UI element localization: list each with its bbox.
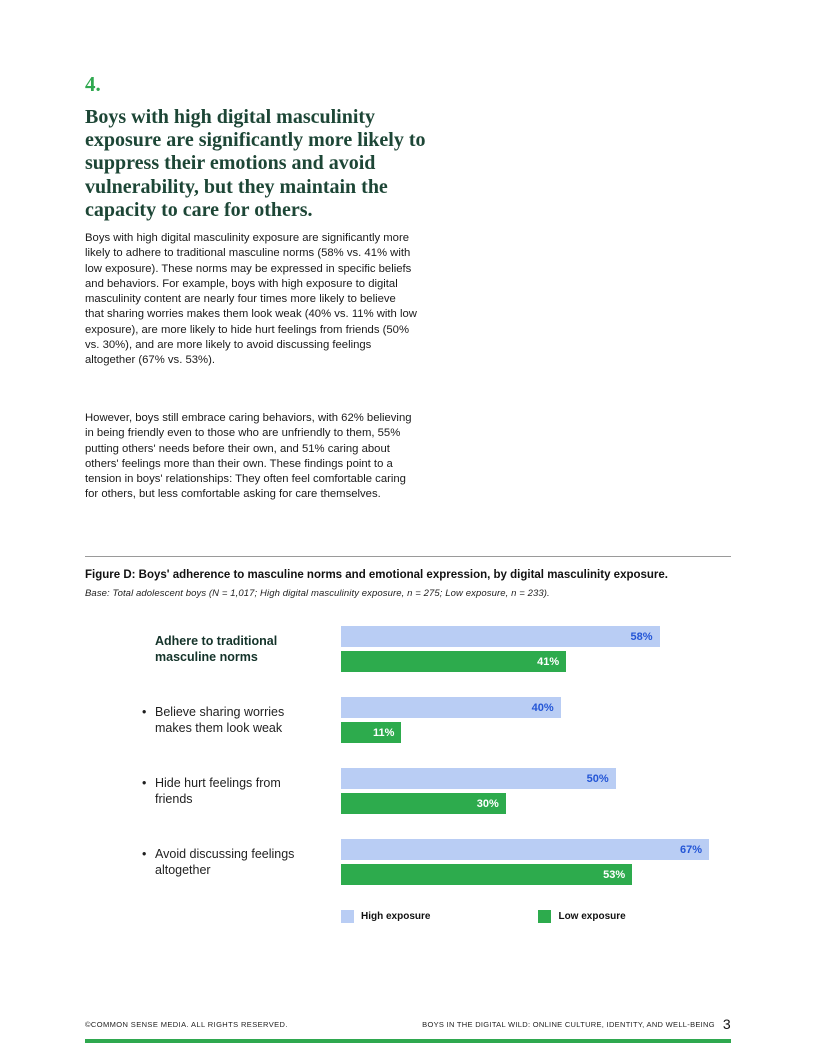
bar-group: 67% 53%: [341, 839, 731, 885]
legend-label: High exposure: [361, 911, 431, 922]
chart-row: • Avoid discussing feelings altogether 67%…: [85, 839, 731, 885]
legend-swatch: [538, 910, 552, 923]
bar-high-exposure: 40%: [341, 697, 561, 718]
bar-value-label: 67%: [679, 843, 703, 856]
body-paragraph-1: Boys with high digital masculinity expos…: [85, 232, 417, 367]
footer-right: BOYS IN THE DIGITAL WILD: ONLINE CULTURE…: [422, 1016, 731, 1032]
bullet-icon: •: [142, 776, 147, 790]
bar-low-exposure: 53%: [341, 864, 633, 885]
category-label-text: Hide hurt feelings from friends: [155, 776, 281, 806]
legend-label: Low exposure: [558, 911, 626, 922]
section-heading: Boys with high digital masculinity expos…: [85, 106, 426, 221]
bullet-icon: •: [142, 847, 147, 861]
section-number: 4.: [85, 72, 101, 96]
bar-value-label: 30%: [476, 797, 499, 810]
bar-high-exposure: 67%: [341, 839, 710, 860]
category-label: • Hide hurt feelings from friends: [85, 775, 341, 807]
footer-report-title: BOYS IN THE DIGITAL WILD: ONLINE CULTURE…: [422, 1019, 715, 1029]
bottom-green-rule: [85, 1039, 731, 1043]
bar-group: 50% 30%: [341, 768, 731, 814]
legend-swatch: [341, 910, 354, 923]
bar-value-label: 41%: [537, 655, 560, 668]
figure-d-chart: Adhere to traditional masculine norms 58%…: [85, 626, 731, 923]
bar-value-label: 40%: [531, 701, 554, 714]
category-label: Adhere to traditional masculine norms: [85, 633, 341, 665]
chart-row: • Believe sharing worries makes them look…: [85, 697, 731, 743]
legend-item: Low exposure: [538, 910, 626, 923]
chart-row: • Hide hurt feelings from friends 50% 30%: [85, 768, 731, 814]
bar-high-exposure: 50%: [341, 768, 616, 789]
category-label: • Avoid discussing feelings altogether: [85, 846, 341, 878]
figure-caption: Figure D: Boys' adherence to masculine n…: [85, 569, 668, 581]
chart-rows: Adhere to traditional masculine norms 58%…: [85, 626, 731, 885]
bullet-icon: •: [142, 705, 147, 719]
body-paragraph-2: However, boys still embrace caring behav…: [85, 412, 412, 501]
bar-value-label: 11%: [373, 726, 395, 739]
category-label-text: Believe sharing worries makes them look …: [155, 705, 285, 735]
bar-low-exposure: 11%: [341, 722, 402, 743]
bar-group: 40% 11%: [341, 697, 731, 743]
bar-high-exposure: 58%: [341, 626, 660, 647]
page-number: 3: [722, 1016, 731, 1032]
chart-row: Adhere to traditional masculine norms 58%…: [85, 626, 731, 672]
bar-low-exposure: 30%: [341, 793, 506, 814]
bar-value-label: 53%: [603, 868, 626, 881]
footer-copyright: ©COMMON SENSE MEDIA. ALL RIGHTS RESERVED…: [85, 1019, 288, 1029]
bar-group: 58% 41%: [341, 626, 731, 672]
category-label-text: Avoid discussing feelings altogether: [155, 847, 295, 877]
bar-value-label: 50%: [586, 772, 609, 785]
legend-item: High exposure: [341, 910, 430, 923]
category-label: • Believe sharing worries makes them look…: [85, 704, 341, 736]
category-label-text: Adhere to traditional masculine norms: [155, 634, 278, 664]
bar-low-exposure: 41%: [341, 651, 567, 672]
chart-legend: High exposure Low exposure: [85, 910, 731, 923]
figure-divider: [85, 556, 731, 557]
page-footer: ©COMMON SENSE MEDIA. ALL RIGHTS RESERVED…: [85, 1016, 731, 1032]
bar-value-label: 58%: [630, 630, 653, 643]
figure-base-note: Base: Total adolescent boys (N = 1,017; …: [85, 588, 550, 599]
